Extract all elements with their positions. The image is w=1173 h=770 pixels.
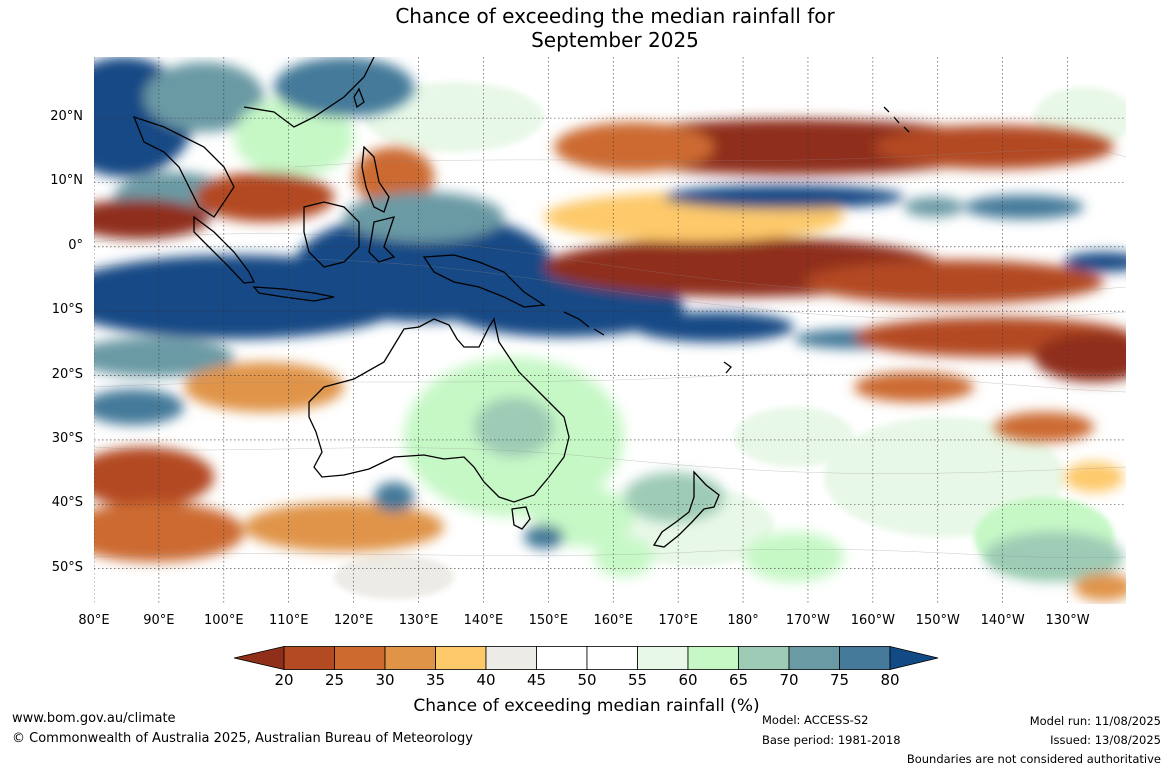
solomon-outline xyxy=(563,311,605,336)
lat-label: 20°S xyxy=(51,366,83,382)
colorbar-segment xyxy=(788,646,840,670)
colorbar-graphic xyxy=(233,645,939,671)
lon-label: 160°E xyxy=(593,613,633,628)
china-coast-outline xyxy=(243,57,375,128)
colorbar-segment xyxy=(485,646,537,670)
graticule xyxy=(94,57,1126,604)
contour-lines xyxy=(94,149,1126,559)
lon-label: 100°E xyxy=(204,613,244,628)
lat-label: 30°S xyxy=(51,430,83,446)
lon-label: 90°E xyxy=(143,613,175,628)
map-title: Chance of exceeding the median rainfall … xyxy=(0,4,1173,52)
colorbar-segment xyxy=(839,646,891,670)
issued-text: Issued: 13/08/2025 xyxy=(1050,733,1161,747)
map-canvas xyxy=(94,57,1126,604)
colorbar-tick-label: 75 xyxy=(829,671,850,689)
lon-label: 170°W xyxy=(785,613,831,628)
base-period-text: Base period: 1981-2018 xyxy=(762,733,901,747)
lon-label: 130°W xyxy=(1045,613,1090,628)
colorbar-tick-label: 70 xyxy=(779,671,799,689)
lon-label: 80°E xyxy=(78,613,110,628)
copyright-text: © Commonwealth of Australia 2025, Austra… xyxy=(12,731,473,746)
model-run-text: Model run: 11/08/2025 xyxy=(1029,714,1161,728)
colorbar xyxy=(233,645,940,674)
coastlines xyxy=(132,57,910,548)
lon-label: 160°W xyxy=(850,613,895,628)
philippines-outline xyxy=(361,145,390,213)
title-line-1: Chance of exceeding the median rainfall … xyxy=(395,4,835,28)
colorbar-tick-label: 20 xyxy=(274,671,294,689)
indochina-outline xyxy=(132,115,235,218)
colorbar-segment xyxy=(586,646,638,670)
disclaimer-text: Boundaries are not considered authoritat… xyxy=(906,752,1161,766)
colorbar-segment xyxy=(687,646,739,670)
sulawesi-outline xyxy=(368,216,396,263)
lat-label: 20°N xyxy=(50,109,83,125)
lat-label: 0° xyxy=(68,237,83,253)
colorbar-tick-label: 50 xyxy=(577,671,597,689)
lon-label: 180° xyxy=(727,613,759,628)
rainfall-probability-field xyxy=(94,57,1126,601)
new-zealand-outline xyxy=(652,470,720,548)
lat-label: 10°N xyxy=(50,173,83,189)
rainfall-map xyxy=(94,57,1126,604)
colorbar-tick-label: 30 xyxy=(375,671,395,689)
title-line-2: September 2025 xyxy=(531,28,699,52)
colorbar-over-triangle xyxy=(889,645,939,671)
model-text: Model: ACCESS-S2 xyxy=(762,713,869,727)
lat-label: 10°S xyxy=(51,302,83,318)
colorbar-tick-label: 55 xyxy=(627,671,648,689)
australia-outline xyxy=(308,317,570,503)
colorbar-tick-label: 25 xyxy=(324,671,345,689)
lat-label: 40°S xyxy=(51,495,83,511)
lat-label: 50°S xyxy=(51,559,83,575)
colorbar-tick-label: 65 xyxy=(728,671,749,689)
colorbar-segment xyxy=(384,646,436,670)
colorbar-tick-label: 40 xyxy=(476,671,496,689)
colorbar-tick-label: 80 xyxy=(880,671,900,689)
colorbar-segment xyxy=(536,646,588,670)
new-guinea-outline xyxy=(422,254,546,308)
fiji-outline xyxy=(723,361,732,374)
lon-label: 150°W xyxy=(915,613,960,628)
colorbar-segment xyxy=(637,646,689,670)
taiwan-outline xyxy=(353,87,365,109)
lon-label: 170°E xyxy=(658,613,698,628)
colorbar-tick-label: 60 xyxy=(678,671,698,689)
lon-label: 140°E xyxy=(463,613,504,628)
colorbar-under-triangle xyxy=(233,645,285,671)
colorbar-label: Chance of exceeding median rainfall (%) xyxy=(413,696,760,716)
lon-label: 120°E xyxy=(333,613,374,628)
tasmania-outline xyxy=(511,506,531,530)
borneo-outline xyxy=(303,201,360,268)
lon-label: 130°E xyxy=(398,613,439,628)
lon-label: 150°E xyxy=(528,613,569,628)
lon-label: 140°W xyxy=(980,613,1025,628)
colorbar-segment xyxy=(738,646,790,670)
lon-label: 110°E xyxy=(268,613,309,628)
colorbar-segment xyxy=(283,646,335,670)
colorbar-segment xyxy=(435,646,487,670)
colorbar-tick-label: 35 xyxy=(425,671,446,689)
website-link[interactable]: www.bom.gov.au/climate xyxy=(12,711,176,726)
colorbar-segment xyxy=(334,646,386,670)
colorbar-tick-label: 45 xyxy=(526,671,547,689)
